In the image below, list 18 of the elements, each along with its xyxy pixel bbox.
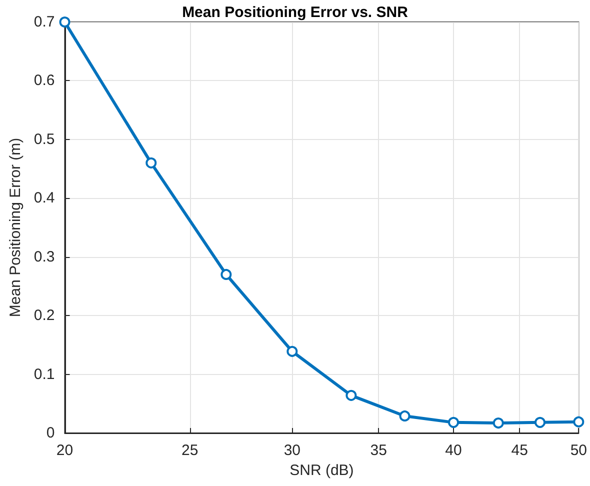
y-tick-label: 0.4 xyxy=(34,190,55,207)
chart-title: Mean Positioning Error vs. SNR xyxy=(182,4,408,21)
x-tick-label: 30 xyxy=(284,442,301,459)
x-tick-label: 50 xyxy=(570,442,587,459)
y-axis-title: Mean Positioning Error (m) xyxy=(7,138,24,318)
x-tick-label: 45 xyxy=(511,442,528,459)
x-axis-title: SNR (dB) xyxy=(290,462,354,479)
y-tick-label: 0.3 xyxy=(34,248,55,266)
x-tick-label: 40 xyxy=(445,442,462,459)
y-tick-label: 0.6 xyxy=(34,72,55,90)
x-tick-label: 20 xyxy=(56,442,74,459)
y-tick-label: 0 xyxy=(46,424,55,442)
x-tick-label: 25 xyxy=(182,442,198,459)
x-tick-label: 35 xyxy=(370,442,387,459)
y-tick-label: 0.5 xyxy=(34,130,55,148)
y-tick-label: 0.7 xyxy=(34,14,55,30)
y-tick-label: 0.1 xyxy=(34,366,55,383)
y-tick-label: 0.2 xyxy=(34,307,55,324)
